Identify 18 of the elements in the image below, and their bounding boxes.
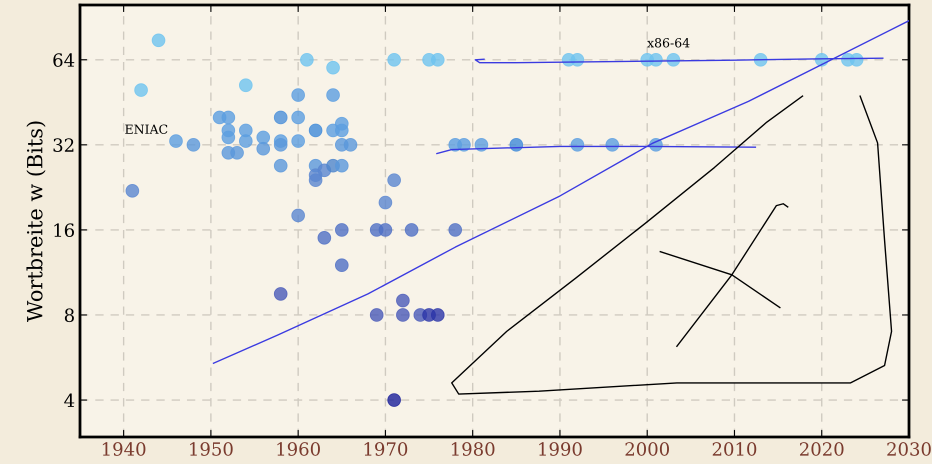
y-tick-label: 16 (54, 223, 74, 238)
x-tick-label: 2000 (625, 442, 669, 456)
y-tick-label: 64 (53, 53, 74, 67)
x-tick-label: 1990 (539, 442, 582, 456)
x-tick-label: 1950 (190, 442, 233, 456)
x-tick-label: 1970 (364, 442, 408, 456)
x-tick-label: 1980 (452, 442, 494, 456)
x-tick-label: 2030 (887, 442, 931, 456)
x-tick-label: 2010 (712, 442, 756, 456)
x-tick-label: 1940 (102, 442, 146, 456)
x-tick-label: 2020 (800, 442, 844, 456)
y-tick-label: 8 (64, 308, 74, 322)
y-tick-label: 32 (54, 138, 74, 152)
x-tick-label: 1960 (277, 442, 320, 456)
y-axis-title: Wortbreite w (Bits) (26, 122, 46, 322)
annotation: ENIAC (125, 124, 168, 134)
annotation: x86-64 (647, 38, 690, 48)
y-tick-label: 4 (64, 394, 74, 407)
